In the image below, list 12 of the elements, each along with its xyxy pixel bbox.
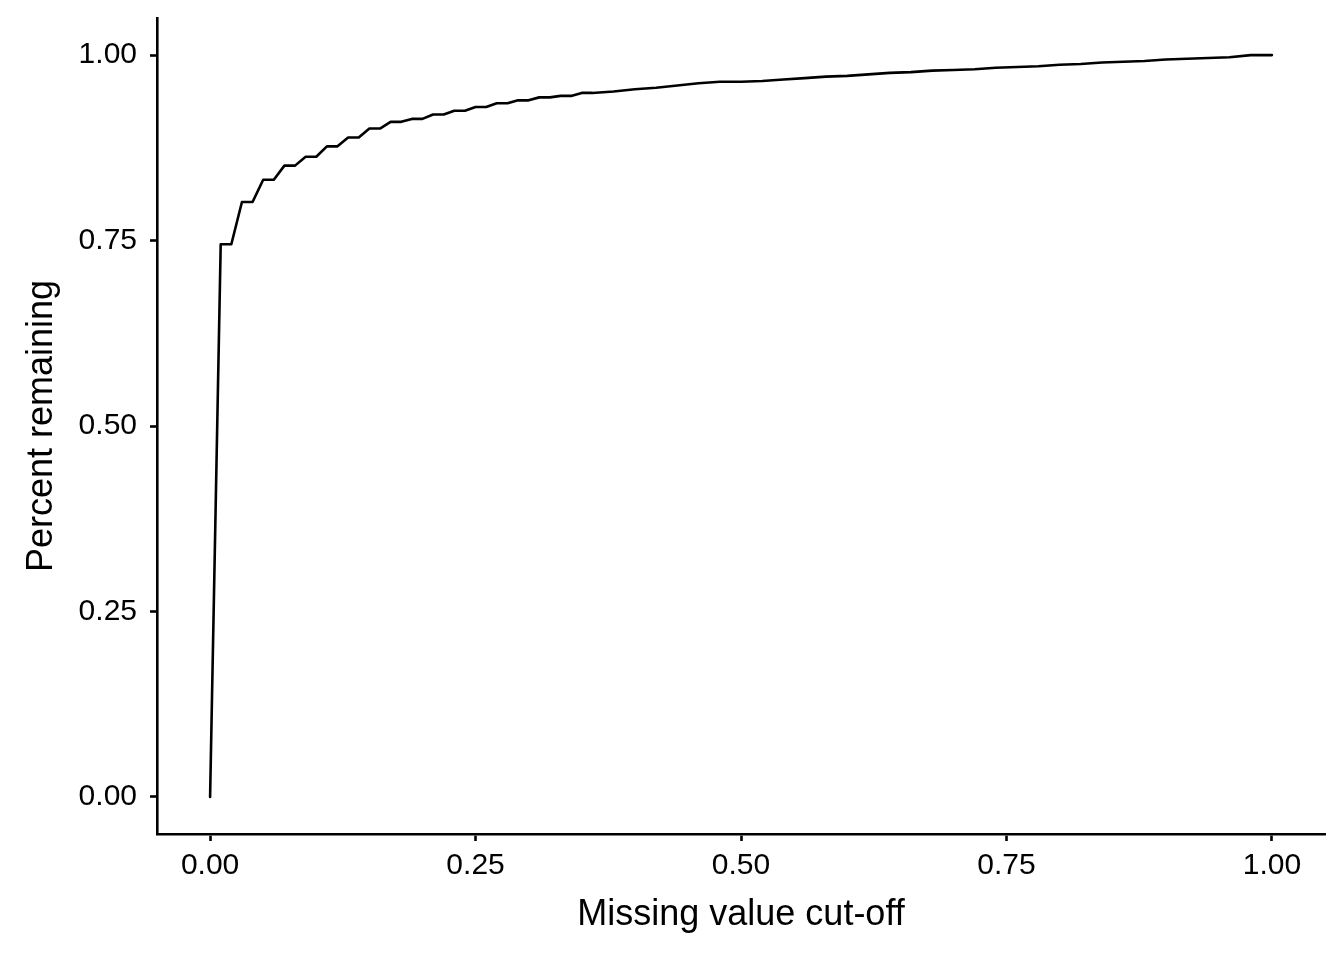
y-tick-label: 1.00 bbox=[78, 36, 137, 70]
y-tick-label: 0.50 bbox=[78, 407, 137, 441]
x-axis-title: Missing value cut-off bbox=[577, 892, 906, 934]
y-tick-label: 0.75 bbox=[78, 221, 137, 255]
y-tick-label: 0.00 bbox=[78, 778, 137, 812]
x-tick-label: 1.00 bbox=[1242, 847, 1302, 881]
y-tick-label: 0.25 bbox=[78, 592, 137, 626]
x-tick-label: 0.50 bbox=[711, 847, 771, 881]
x-tick-label: 0.00 bbox=[180, 847, 240, 881]
y-axis-title: Percent remaining bbox=[18, 279, 60, 573]
x-tick-label: 0.75 bbox=[977, 847, 1036, 881]
x-tick-label: 0.25 bbox=[446, 847, 505, 881]
